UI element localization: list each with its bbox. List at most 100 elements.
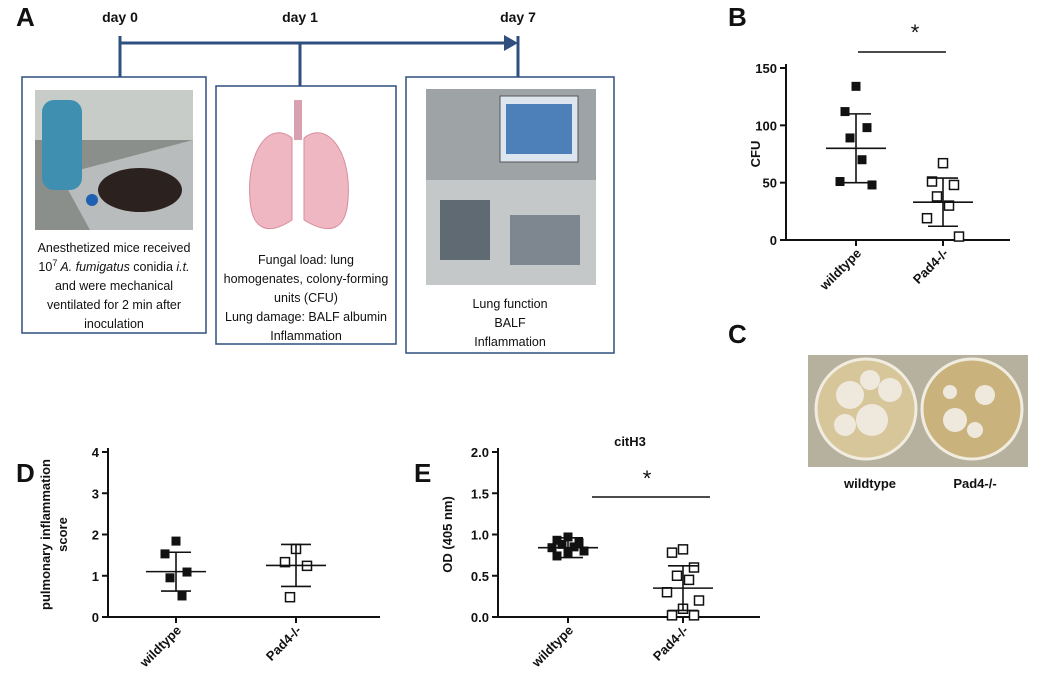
data-point (867, 180, 877, 190)
y-tick-label: 0 (92, 610, 99, 625)
x-tick-label: Pad4-/- (263, 623, 304, 664)
data-point (845, 133, 855, 143)
caption-segment: homogenates, colony-forming (224, 272, 389, 286)
mouse-photo (35, 90, 193, 230)
significance-star: * (911, 20, 920, 45)
caption-line: Lung function (472, 297, 547, 311)
caption-line: units (CFU) (274, 291, 338, 305)
data-point (937, 157, 949, 169)
caption-segment: conidia (130, 260, 177, 274)
data-point (177, 591, 187, 601)
caption-segment: 10 (38, 260, 52, 274)
panel-label: E (414, 458, 431, 488)
caption-line: homogenates, colony-forming (224, 272, 389, 286)
data-point (574, 538, 584, 548)
panel-label: C (728, 319, 747, 349)
data-point (552, 551, 562, 561)
caption-line: Lung damage: BALF albumin (225, 310, 387, 324)
day-label: day 0 (102, 9, 138, 25)
caption-segment: units (CFU) (274, 291, 338, 305)
caption-segment: Lung damage: BALF albumin (225, 310, 387, 324)
y-tick-label: 2 (92, 528, 99, 543)
caption-segment: i.t. (176, 260, 189, 274)
data-point (671, 570, 683, 581)
caption-segment: Fungal load: lung (258, 253, 354, 267)
caption-line: inoculation (84, 317, 144, 331)
data-point (921, 212, 933, 224)
x-tick-label: wildtype (816, 246, 864, 294)
data-point (557, 539, 567, 549)
data-point (171, 536, 181, 546)
caption-line: Inflammation (474, 335, 546, 349)
data-point (552, 535, 562, 545)
data-point (666, 610, 678, 621)
y-tick-label: 100 (755, 118, 777, 133)
data-point (926, 176, 938, 187)
lung-drawing (249, 100, 349, 230)
timeline-arrow (504, 35, 518, 51)
x-tick-label: Pad4-/- (650, 623, 691, 664)
y-tick-label: 0.0 (471, 610, 489, 625)
y-tick-label: 1.0 (471, 528, 489, 543)
data-point (948, 179, 960, 191)
panel-label: B (728, 2, 747, 32)
y-axis-label: score (55, 517, 70, 552)
data-point (688, 562, 700, 573)
data-point (284, 591, 296, 603)
data-point (683, 574, 695, 586)
x-tick-label: wildtype (528, 623, 576, 671)
x-tick-label: wildtype (136, 623, 184, 671)
data-point (857, 155, 867, 165)
y-tick-label: 4 (92, 445, 100, 460)
plate-label: Pad4-/- (953, 476, 996, 491)
x-tick-label: Pad4-/- (910, 246, 951, 287)
data-point (666, 547, 678, 558)
y-tick-label: 150 (755, 61, 777, 76)
data-point (165, 573, 175, 583)
data-point (953, 231, 965, 242)
y-tick-label: 2.0 (471, 445, 489, 460)
caption-line: ventilated for 2 min after (47, 298, 181, 312)
data-point (569, 542, 579, 552)
data-point (931, 191, 943, 202)
significance-star: * (643, 466, 652, 491)
y-axis-label: CFU (748, 141, 763, 168)
data-point (693, 595, 705, 606)
caption-segment: Inflammation (474, 335, 546, 349)
data-point (279, 556, 291, 568)
data-point (563, 532, 573, 542)
data-point (579, 546, 589, 556)
caption-line: Fungal load: lung (258, 253, 354, 267)
equipment-photo (426, 89, 596, 285)
day-label: day 7 (500, 9, 536, 25)
plate-label: wildtype (843, 476, 896, 491)
caption-segment: 7 (52, 258, 57, 268)
data-point (160, 549, 170, 559)
y-tick-label: 1 (92, 569, 99, 584)
data-point (677, 544, 689, 555)
caption-segment: Anesthetized mice received (38, 241, 191, 255)
caption-segment: A. fumigatus (57, 260, 130, 274)
caption-line: Inflammation (270, 329, 342, 343)
y-axis-label: pulmonary inflammation (38, 459, 53, 610)
caption-line: and were mechanical (55, 279, 173, 293)
caption-segment: BALF (494, 316, 526, 330)
caption-segment: ventilated for 2 min after (47, 298, 181, 312)
data-point (862, 123, 872, 133)
data-point (851, 81, 861, 91)
data-point (943, 200, 955, 211)
caption-segment: Inflammation (270, 329, 342, 343)
caption-segment: inoculation (84, 317, 144, 331)
y-tick-label: 0.5 (471, 569, 489, 584)
y-tick-label: 0 (770, 233, 777, 248)
caption-segment: Lung function (472, 297, 547, 311)
panel-label: D (16, 458, 35, 488)
y-tick-label: 1.5 (471, 486, 489, 501)
data-point (835, 177, 845, 187)
chart-title: citH3 (614, 434, 646, 449)
data-point (688, 610, 700, 621)
plates-photo (808, 355, 1028, 467)
caption-line: Anesthetized mice received (38, 241, 191, 255)
data-point (661, 587, 673, 598)
